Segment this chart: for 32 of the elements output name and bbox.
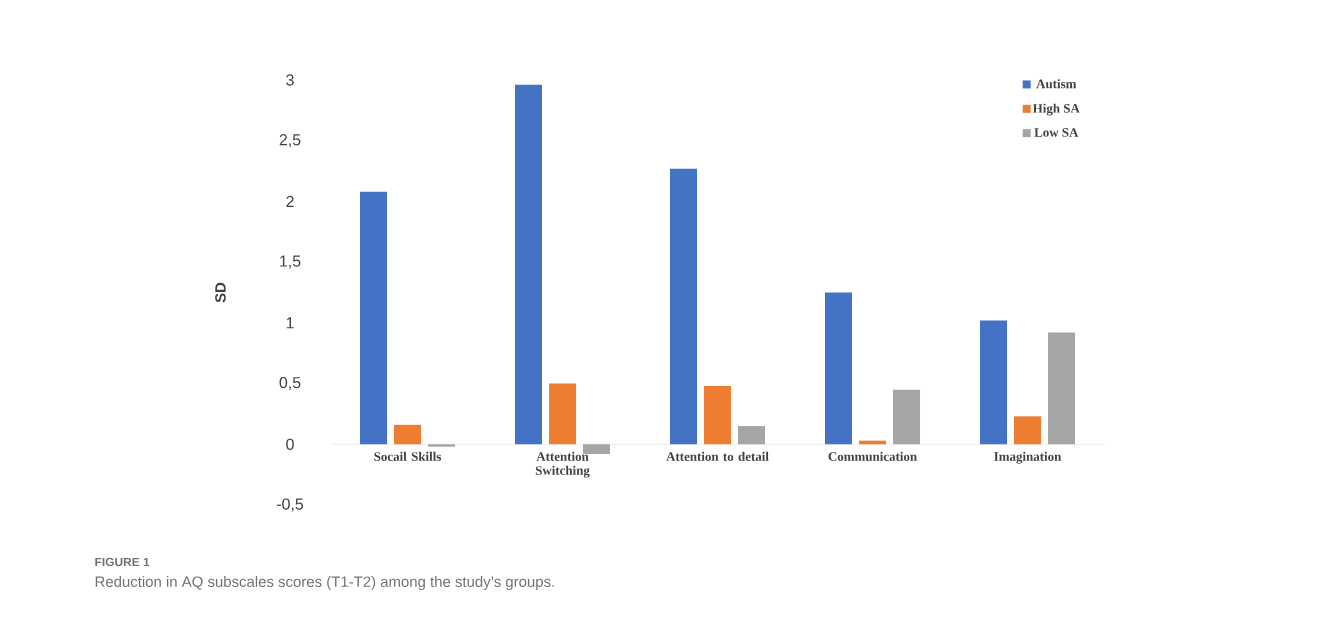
legend-label: Autism [1036, 79, 1077, 89]
legend-label: High SA [1032, 103, 1080, 116]
caption: FIGURE 1 [95, 557, 150, 567]
x-tick-label: Attention Switching [535, 451, 590, 478]
bar [1048, 332, 1076, 445]
bar [704, 385, 732, 445]
bar [428, 444, 456, 447]
x-tick-label: Imagination [994, 451, 1062, 464]
legend-label: Low SA [1034, 128, 1079, 137]
bar [738, 426, 766, 445]
bar [825, 292, 853, 445]
y-tick-label: 2,5 [279, 134, 301, 148]
y-tick-label: 0 [286, 438, 294, 450]
bar [670, 168, 698, 445]
y-tick-label: 1 [286, 317, 294, 329]
bar [893, 389, 921, 445]
x-tick-label: Attention to detail [666, 451, 769, 461]
bar [980, 320, 1008, 445]
bar [360, 191, 388, 445]
x-tick-label: Socail Skills [374, 451, 442, 461]
y-tick-label: 1,5 [280, 255, 301, 269]
bar [394, 424, 422, 445]
y-tick-label: 2 [286, 195, 294, 207]
text: Reduction in AQ subscales scores (T1-T2) among the study’s groups. [95, 576, 554, 590]
bar [1014, 416, 1042, 445]
x-tick-label: Communication [828, 451, 917, 461]
bar [549, 383, 577, 445]
bar [515, 84, 543, 445]
y-tick-label: -0,5 [276, 498, 304, 512]
y-axis-title: SD [215, 282, 226, 303]
y-tick-label: 0,5 [279, 376, 301, 391]
y-tick-label: 3 [286, 74, 294, 86]
